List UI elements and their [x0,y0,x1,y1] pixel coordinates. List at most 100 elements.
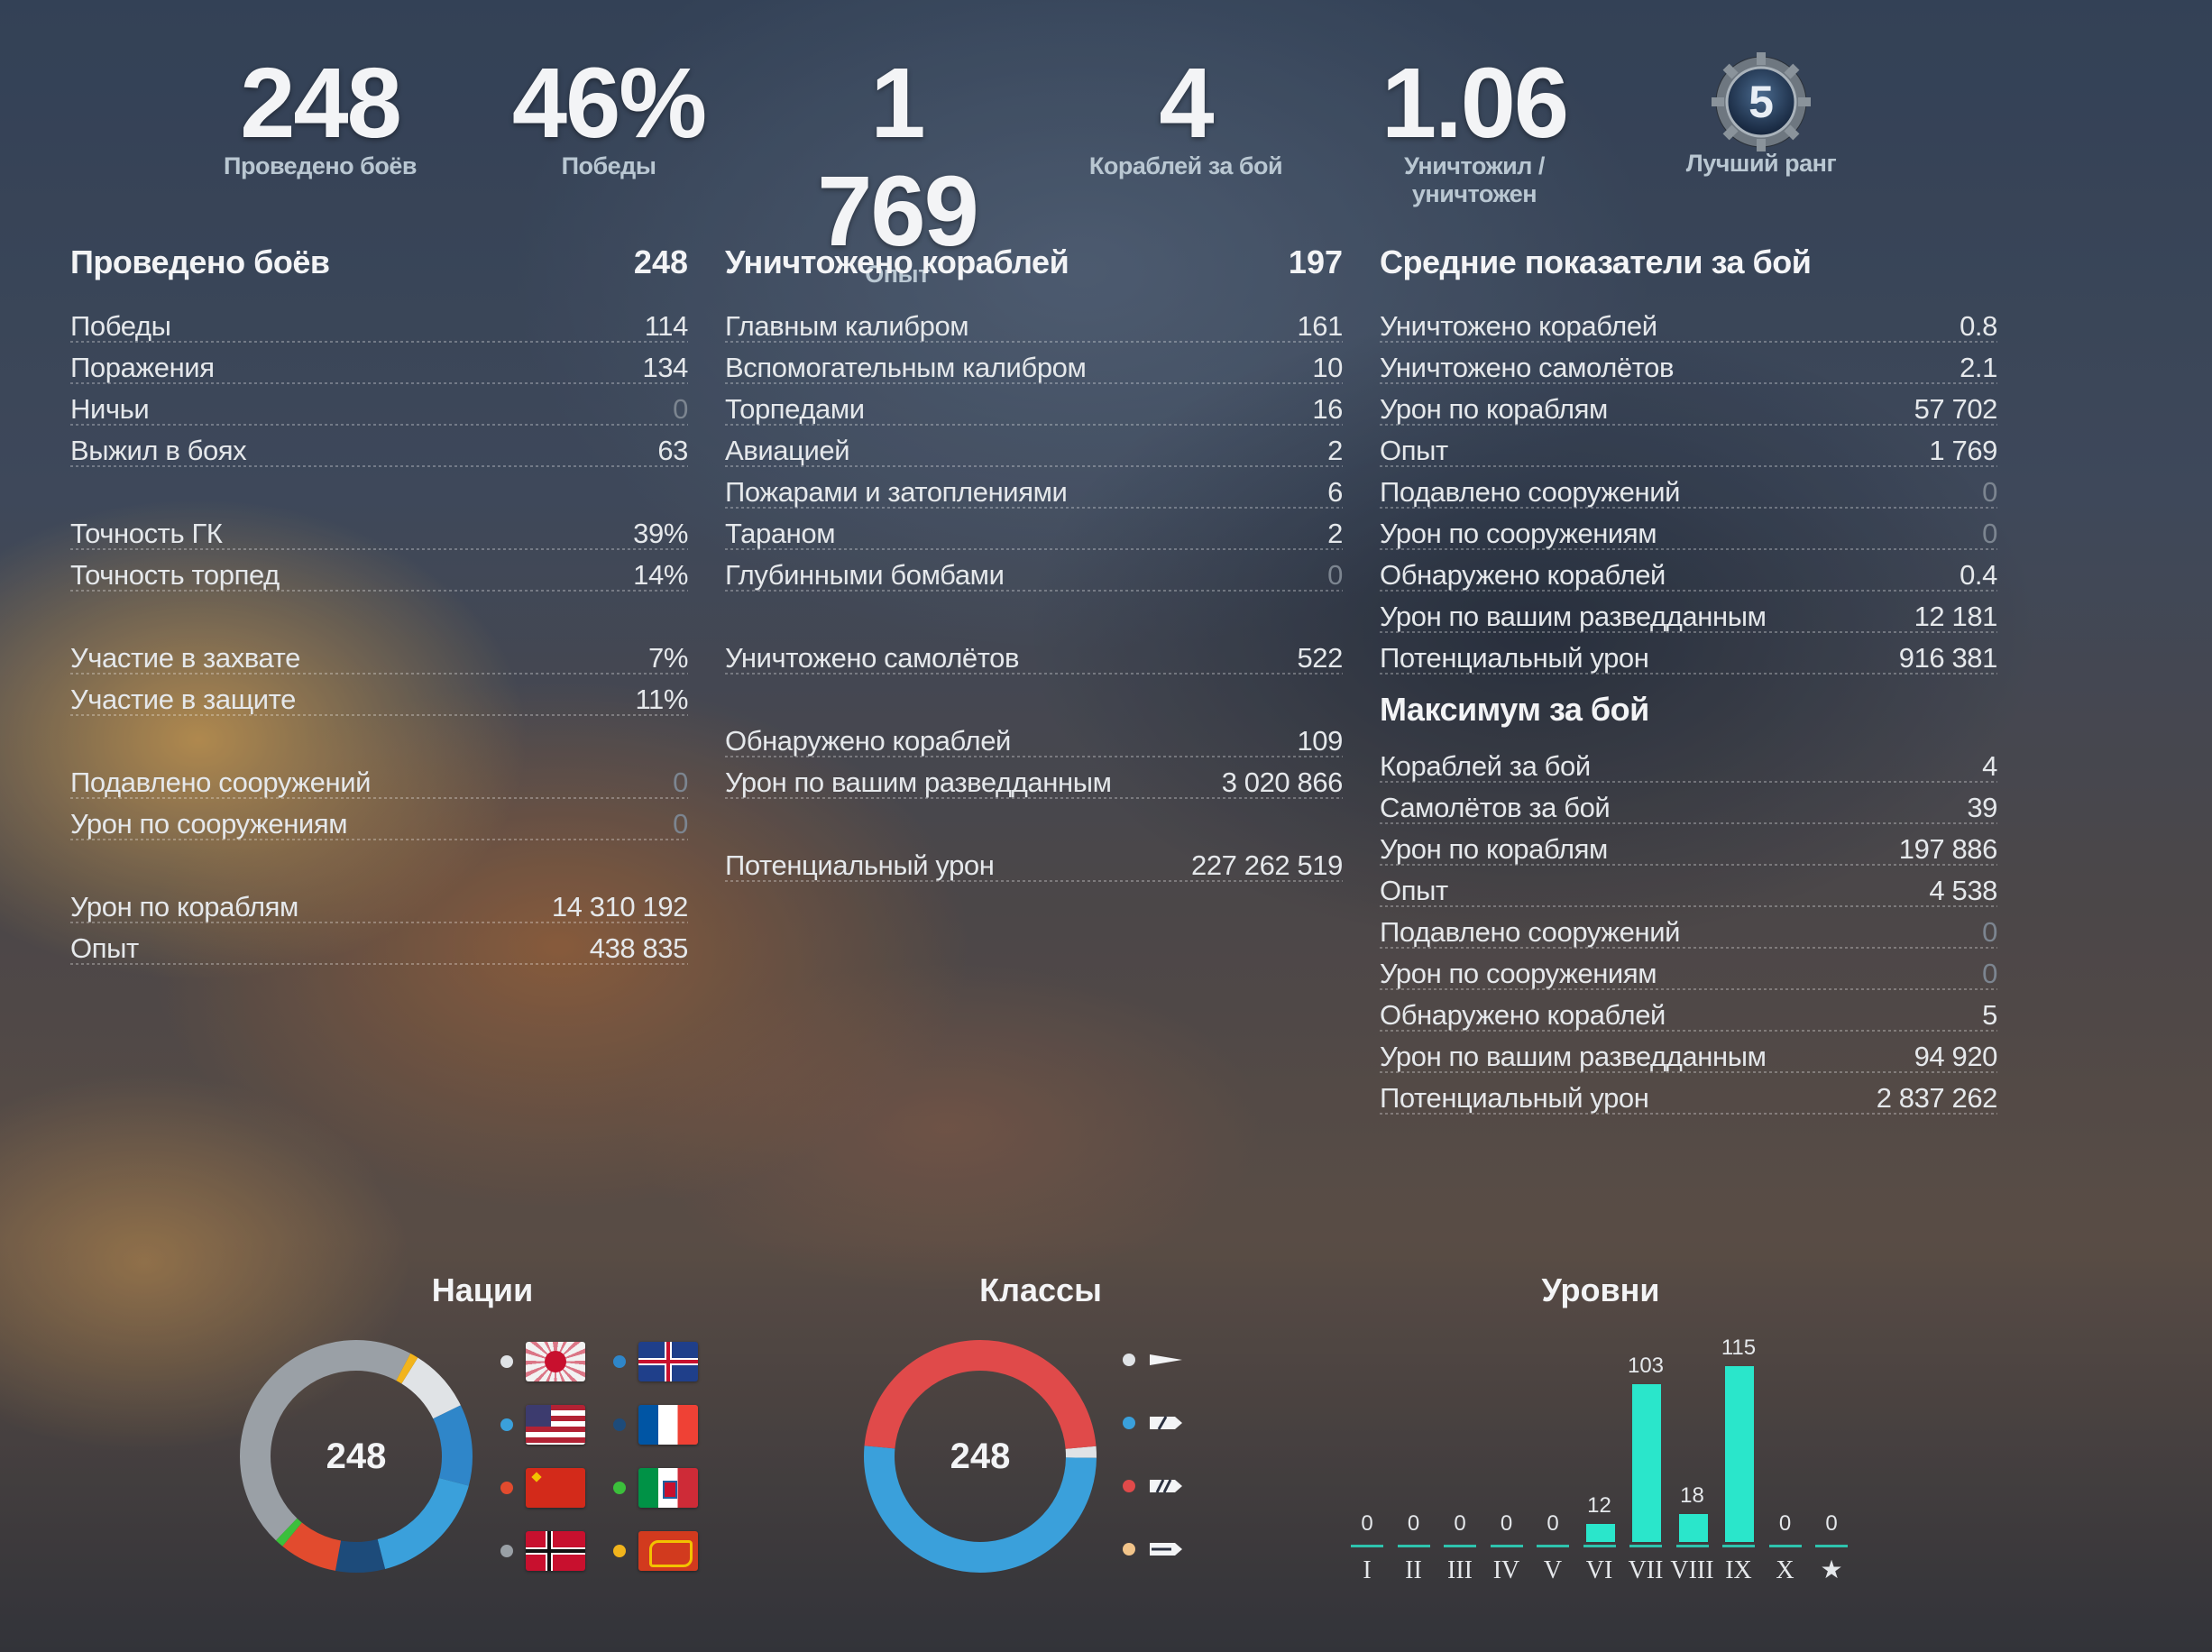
stat-label: Урон по вашим разведданным [1380,1041,1767,1072]
best-rank-value: 5 [1748,77,1774,127]
france-flag-icon [638,1405,698,1445]
averages-column: Средние показатели за бой Уничтожено кор… [1380,243,1997,1115]
legend-usa[interactable] [500,1405,585,1445]
stat-row: Точность ГК 39% [70,509,688,550]
stat-row: Главным калибром 161 [725,301,1343,343]
stat-value: 63 [657,435,688,466]
stat-value: 522 [1297,642,1343,674]
stat-row: Победы 114 [70,301,688,343]
tier-label: IX [1725,1556,1752,1584]
stat-label: Торпедами [725,393,865,425]
stat-label: Поражения [70,352,215,383]
stat-label: Урон по сооружениям [1380,518,1657,549]
tier-bar-baseline [1397,1545,1430,1547]
best-rank-badge: 5 [1712,52,1811,151]
summary-xp-label: Опыт [865,261,930,288]
usa-flag-icon [526,1405,585,1445]
tier-bar [1585,1523,1615,1542]
stat-label: Урон по кораблям [70,891,298,922]
stat-label: Выжил в боях [70,435,247,466]
stat-value: 0 [1982,958,1997,989]
stat-value: 0.8 [1960,310,1997,342]
tier-bar-baseline [1675,1545,1709,1547]
stat-label: Урон по вашим разведданным [1380,601,1767,632]
stat-value: 14 310 192 [551,891,689,922]
stat-label: Вспомогательным калибром [725,352,1087,383]
stat-row: Уничтожено кораблей 0.8 [1380,301,1997,343]
stat-row: Участие в защите 11% [70,675,688,716]
legend-dot [613,1418,626,1431]
tier-bar-baseline [1444,1545,1476,1547]
stat-row: Торпедами 16 [725,384,1343,426]
stat-value: 2 [1327,518,1343,549]
summary-ships-per-battle-value: 4 [1159,48,1214,159]
stat-label: Обнаружено кораблей [1380,999,1666,1031]
classes-donut-chart [864,1340,1097,1573]
legend-cruiser[interactable] [1123,1414,1184,1432]
stat-value: 3 020 866 [1221,766,1344,798]
stat-value: 227 262 519 [1191,849,1343,881]
ussr-flag-icon [526,1468,585,1508]
summary-wins-label: Победы [561,152,656,179]
stat-row: Потенциальный урон 2 837 262 [1380,1073,1997,1115]
tier-bar-baseline [1537,1545,1569,1547]
stat-value: 1 769 [1929,435,1997,466]
legend-pan-asia[interactable] [613,1531,698,1571]
summary-kd-ratio: 1.06 Уничтожил / уничтожен [1357,50,1592,208]
tier-label: III [1447,1556,1473,1584]
legend-germany[interactable] [500,1531,585,1571]
legend-japan[interactable] [500,1342,585,1381]
donut-slice-cruiser [864,1340,1097,1573]
stat-row: Поражения 134 [70,343,688,384]
legend-italy[interactable] [613,1468,698,1508]
legend-ussr[interactable] [500,1468,585,1508]
stat-row: Участие в захвате 7% [70,633,688,675]
max-header: Максимум за бой [1380,675,1997,729]
legend-aircraft-carrier[interactable] [1123,1540,1184,1558]
stat-row: Урон по вашим разведданным 3 020 866 [725,757,1343,799]
stat-row: Точность торпед 14% [70,550,688,592]
tier-label: VI [1585,1556,1613,1584]
legend-battleship[interactable] [1123,1477,1184,1495]
stat-label: Урон по сооружениям [1380,958,1657,989]
donut-slice-battleship [864,1340,1097,1573]
stat-row: Урон по кораблям 57 702 [1380,384,1997,426]
stat-row: Урон по кораблям 197 886 [1380,824,1997,866]
legend-uk[interactable] [613,1342,698,1381]
tier-bar-column: 0 II [1391,1335,1437,1605]
legend-dot [613,1355,626,1368]
tier-bar-column: 0 IV [1483,1335,1530,1605]
legend-dot [1123,1543,1135,1556]
stat-row: Опыт 438 835 [70,923,688,965]
stat-value: 14% [633,559,688,591]
stat-label: Уничтожено самолётов [1380,352,1675,383]
summary-xp: 1 769 Опыт [780,50,1014,289]
averages-title: Средние показатели за бой [1380,243,1812,280]
tier-bar-value: 0 [1825,1511,1838,1536]
stat-label: Ничьи [70,393,150,425]
tier-bar-baseline [1722,1545,1755,1547]
stat-value: 4 [1982,750,1997,782]
summary-kd-ratio-label: Уничтожил / уничтожен [1404,152,1545,207]
tier-bar [1632,1384,1661,1542]
legend-destroyer[interactable] [1123,1351,1184,1369]
stat-value: 197 886 [1898,833,1998,865]
stat-value: 94 920 [1914,1041,1998,1072]
stat-row: Урон по сооружениям 0 [1380,949,1997,990]
summary-battles-label: Проведено боёв [224,152,417,179]
legend-dot [1123,1354,1135,1366]
donut-slice-usa [240,1340,473,1573]
stat-row: Ничьи 0 [70,384,688,426]
stat-value: 0 [1982,518,1997,549]
stat-value: 2 [1327,435,1343,466]
donut-slice-germany [240,1340,473,1573]
stat-value: 12 181 [1914,601,1998,632]
stat-row: Опыт 1 769 [1380,426,1997,467]
tier-bar-column: 18 VIII [1669,1335,1716,1605]
stat-label: Подавлено сооружений [70,766,372,798]
legend-france[interactable] [613,1405,698,1445]
nations-donut-chart [240,1340,473,1573]
classes-donut: 248 [858,1335,1102,1578]
stat-row: Подавлено сооружений 0 [1380,907,1997,949]
